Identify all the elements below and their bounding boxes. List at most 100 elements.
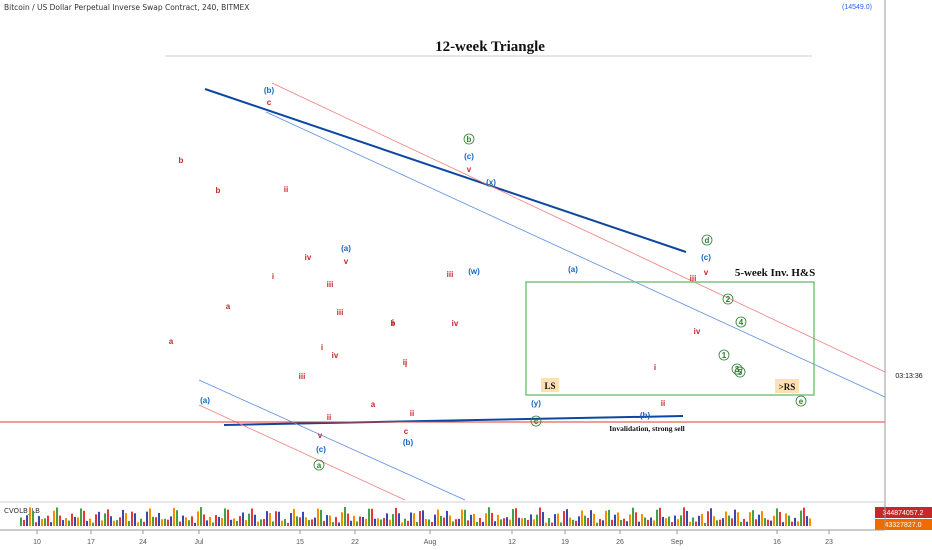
volume-bar: [632, 507, 634, 526]
wave-label: 4: [739, 318, 744, 327]
volume-bar: [758, 514, 760, 526]
volume-bar: [794, 517, 796, 526]
triangle-upper-line: [204, 88, 687, 253]
ls-label: LS: [544, 381, 555, 391]
volume-bar: [530, 514, 532, 526]
volume-bars: [20, 507, 811, 526]
volume-bar: [299, 517, 301, 526]
wave-label: iii: [299, 372, 306, 381]
volume-bar: [68, 520, 70, 526]
volume-bar: [242, 512, 244, 526]
volume-bar: [488, 507, 490, 526]
volume-bar: [791, 521, 793, 526]
volume-bar: [356, 521, 358, 526]
volume-bar: [125, 513, 127, 526]
wave-label: i: [321, 343, 323, 352]
rs-badge: [775, 379, 799, 393]
volume-bar: [473, 513, 475, 526]
volume-bar: [320, 509, 322, 526]
volume-bar: [206, 520, 208, 526]
wave-label: v: [344, 257, 349, 266]
volume-bar: [92, 522, 94, 526]
indicator-value-lower: 43327827.0: [885, 522, 922, 529]
volume-bar: [644, 517, 646, 526]
volume-bar: [245, 520, 247, 526]
volume-bar: [599, 519, 601, 526]
time-tick-label: 17: [87, 539, 95, 546]
volume-bar: [59, 515, 61, 526]
volume-bar: [221, 518, 223, 526]
volume-bar: [323, 520, 325, 526]
volume-bar: [566, 509, 568, 526]
volume-bar: [32, 510, 34, 526]
volume-bar: [467, 520, 469, 526]
volume-bar: [611, 519, 613, 526]
time-tick-label: 19: [561, 539, 569, 546]
volume-bar: [269, 513, 271, 526]
volume-bar: [302, 511, 304, 526]
wave-label: v: [467, 165, 472, 174]
channel-line-blue-lower: [198, 379, 466, 501]
volume-bar: [803, 507, 805, 526]
volume-bar: [539, 507, 541, 526]
wave-label: iv: [694, 327, 701, 336]
volume-bar: [704, 522, 706, 526]
triangle-title: 12-week Triangle: [435, 39, 545, 55]
volume-bar: [158, 512, 160, 526]
volume-bar: [497, 514, 499, 526]
volume-bar: [563, 511, 565, 526]
chart-header-title: Bitcoin / US Dollar Perpetual Inverse Sw…: [4, 3, 250, 12]
wave-label-circle: [313, 459, 325, 471]
volume-bar: [701, 514, 703, 526]
volume-bar: [287, 522, 289, 526]
wave-label: c: [534, 417, 539, 426]
volume-bar: [410, 512, 412, 526]
volume-bar: [407, 520, 409, 526]
wave-label-circle: [735, 316, 747, 328]
time-tick-label: 26: [616, 539, 624, 546]
volume-bar: [203, 514, 205, 526]
volume-bar: [152, 516, 154, 526]
wave-label: 5: [738, 368, 743, 377]
volume-bar: [140, 518, 142, 526]
volume-bar: [89, 518, 91, 526]
volume-bar: [80, 508, 82, 526]
volume-bar: [83, 510, 85, 526]
volume-bar: [776, 508, 778, 526]
time-tick-label: Aug: [424, 539, 437, 546]
wave-label: i: [405, 360, 407, 369]
volume-bar: [491, 512, 493, 526]
wave-label: 2: [726, 295, 731, 304]
wave-label-circle: [731, 363, 743, 375]
wave-label: i: [272, 272, 274, 281]
volume-bar: [437, 509, 439, 526]
volume-bar: [602, 520, 604, 526]
wave-label: i: [654, 363, 656, 372]
volume-bar: [527, 520, 529, 526]
wave-label: b: [391, 319, 396, 328]
wave-label: iv: [452, 319, 459, 328]
volume-bar: [143, 521, 145, 526]
volume-bar: [239, 516, 241, 526]
volume-bar: [515, 508, 517, 526]
volume-bar: [362, 517, 364, 526]
volume-bar: [230, 519, 232, 526]
volume-bar: [680, 515, 682, 526]
volume-bar: [626, 521, 628, 526]
volume-bar: [752, 510, 754, 526]
volume-bar: [629, 514, 631, 526]
volume-bar: [113, 520, 115, 526]
volume-bar: [290, 513, 292, 526]
volume-bar: [653, 520, 655, 526]
volume-bar: [374, 518, 376, 526]
volume-bar: [131, 511, 133, 526]
volume-bar: [482, 521, 484, 526]
wave-label: 1: [722, 351, 727, 360]
wave-label: iii: [690, 274, 697, 283]
time-tick-label: 15: [296, 539, 304, 546]
volume-bar: [257, 521, 259, 526]
top-price-readout: (14549.0): [842, 4, 872, 11]
volume-bar: [722, 518, 724, 526]
volume-bar: [338, 522, 340, 526]
